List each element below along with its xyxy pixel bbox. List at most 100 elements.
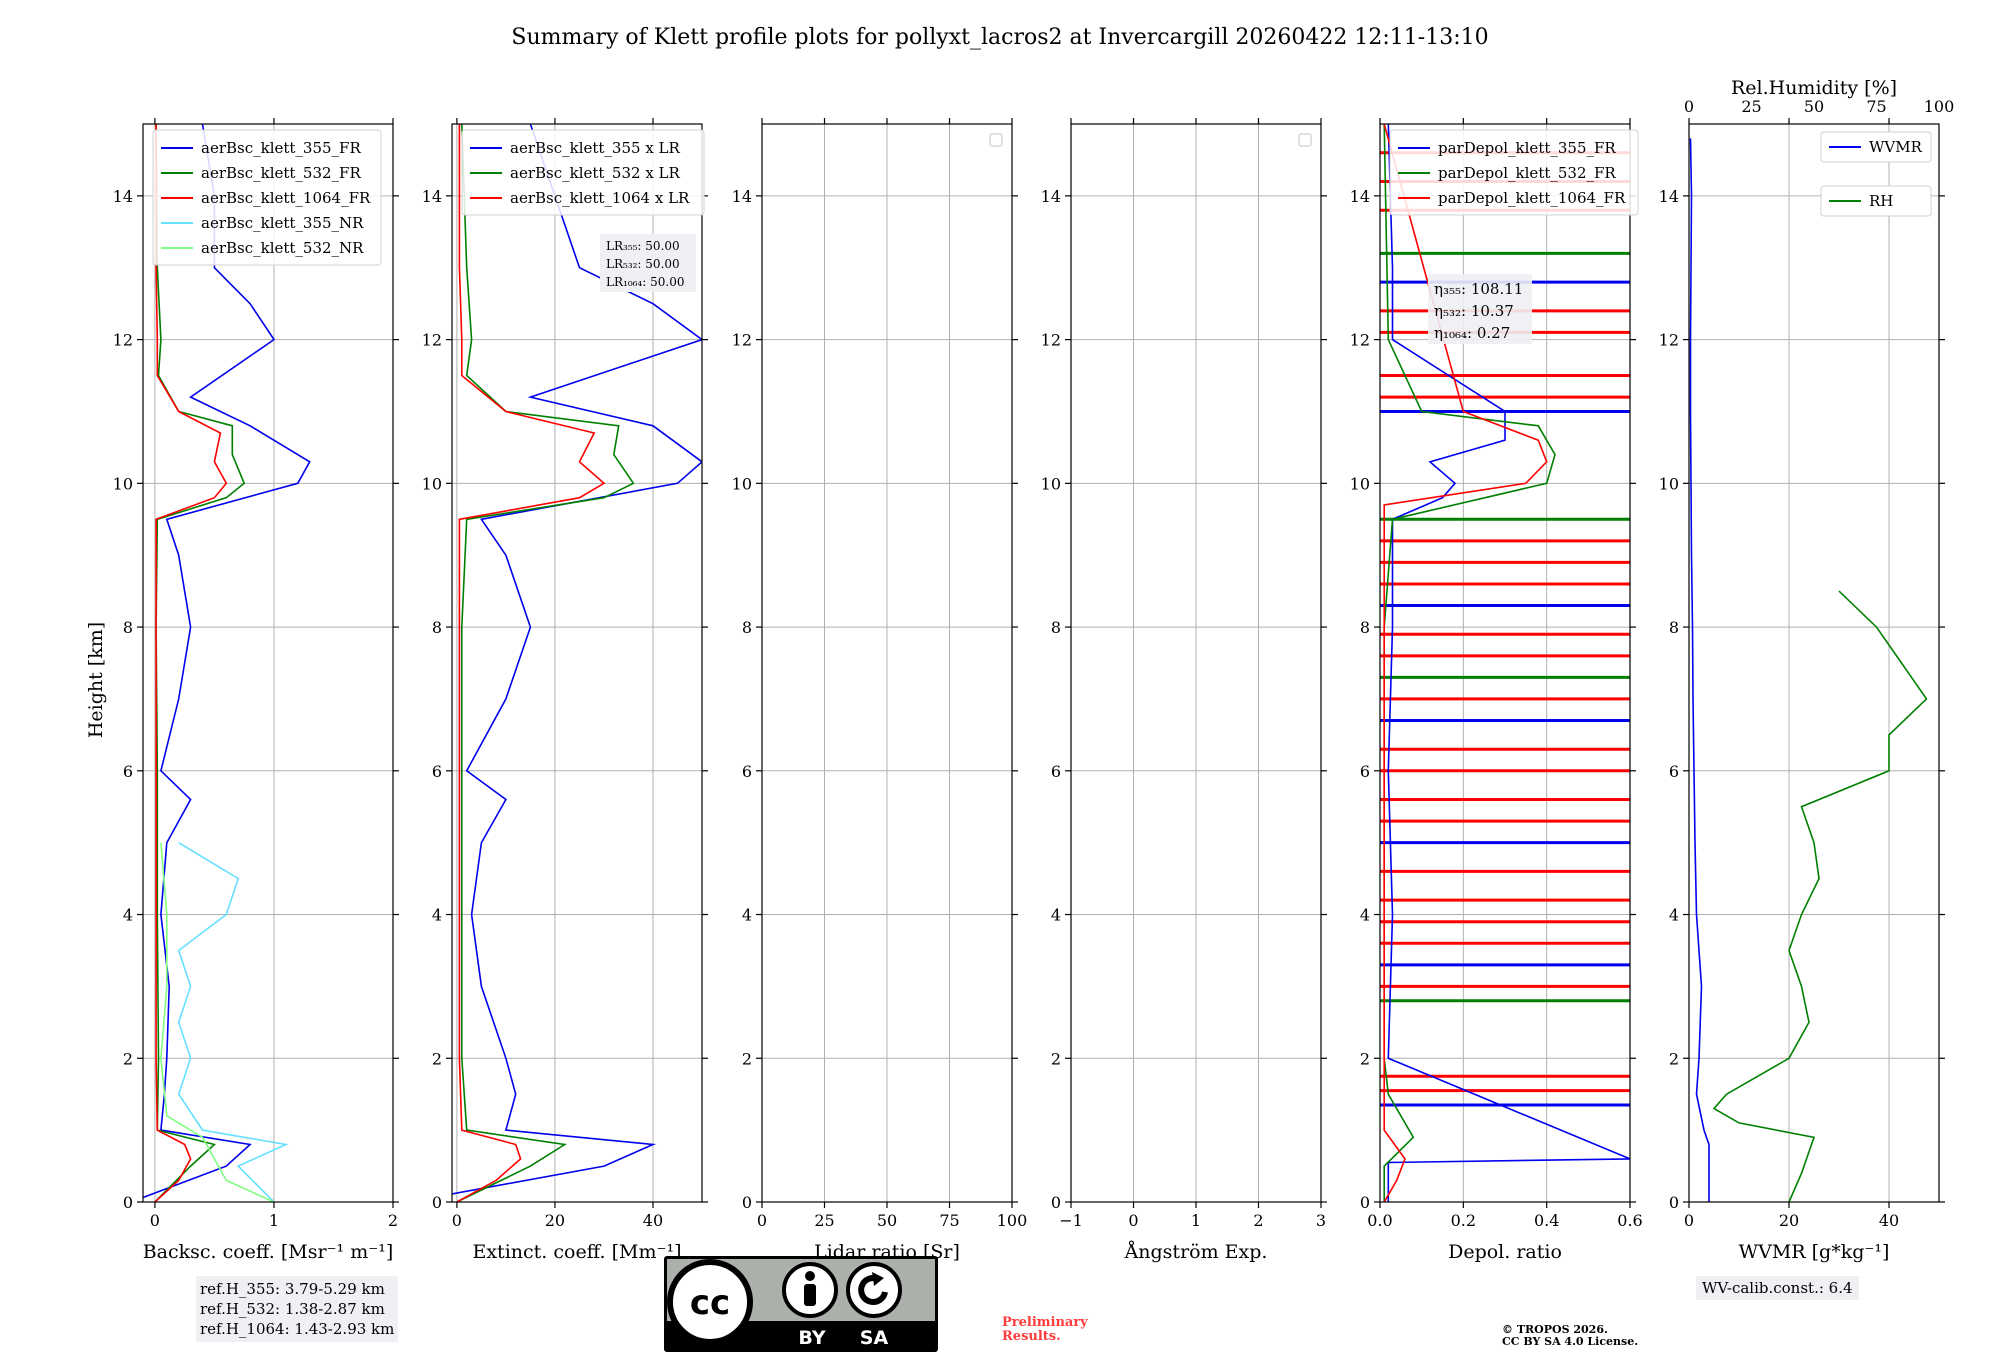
y-tick-label: 0: [432, 1193, 442, 1212]
eta-info-box: [1428, 274, 1532, 344]
legend-label: parDepol_klett_355_FR: [1438, 139, 1616, 157]
cc-logo-text: cc: [690, 1283, 730, 1323]
y-tick-label: 2: [1051, 1049, 1061, 1068]
series-line-aerBsc_klett_355_NR: [177, 842, 289, 1202]
x-axis-label: Ångström Exp.: [1124, 1241, 1268, 1263]
legend-label: RH: [1869, 192, 1893, 210]
x-tick-label: 2: [1253, 1211, 1263, 1230]
y-tick-label: 6: [1360, 762, 1370, 781]
top-tick-label: 50: [1804, 97, 1824, 116]
series-group: [143, 124, 311, 1202]
preliminary-results-note: Preliminary Results.: [1002, 1316, 1088, 1344]
y-tick-label: 12: [422, 331, 442, 350]
x-tick-label: 0: [1684, 1211, 1694, 1230]
legend-label: parDepol_klett_532_FR: [1438, 164, 1616, 182]
series-line-WVMR: [1689, 138, 1710, 1202]
x-tick-label: 0.0: [1367, 1211, 1392, 1230]
top-tick-label: 0: [1684, 97, 1694, 116]
y-tick-label: 2: [432, 1049, 442, 1068]
x-tick-label: 75: [939, 1211, 959, 1230]
x-tick-label: −1: [1059, 1211, 1083, 1230]
y-tick-label: 2: [1360, 1049, 1370, 1068]
x-tick-label: 100: [997, 1211, 1028, 1230]
ref-h-532: ref.H_532: 1.38-2.87 km: [200, 1300, 385, 1318]
y-tick-label: 6: [432, 762, 442, 781]
x-tick-label: 0.6: [1617, 1211, 1642, 1230]
series-line-aerBsc_klett_1064 x LR: [456, 124, 606, 1202]
person-body: [804, 1284, 816, 1306]
y-tick-label: 8: [123, 618, 133, 637]
legend-label: aerBsc_klett_355_FR: [201, 139, 361, 157]
series-line-aerBsc_klett_532_FR: [154, 124, 246, 1202]
badge-sa-label: SA: [860, 1327, 889, 1349]
legend-label: aerBsc_klett_355 x LR: [510, 139, 681, 157]
ref-h-355: ref.H_355: 3.79-5.29 km: [200, 1280, 385, 1298]
y-tick-label: 0: [1669, 1193, 1679, 1212]
axes-frame: [1688, 123, 1940, 1203]
series-group: [1383, 124, 1630, 1202]
badge-by-label: BY: [798, 1327, 825, 1349]
y-tick-label: 12: [1041, 331, 1061, 350]
top-tick-label: 100: [1924, 97, 1955, 116]
series-line-aerBsc_klett_532_NR: [160, 842, 275, 1202]
series-line-aerBsc_klett_1064_FR: [154, 124, 228, 1202]
y-tick-label: 0: [1360, 1193, 1370, 1212]
share-alike-icon: [846, 1262, 902, 1318]
axes-frame: [142, 123, 394, 1203]
y-tick-label: 8: [1360, 618, 1370, 637]
cc-by-sa-license-badge: cc BY SA: [664, 1256, 938, 1352]
top-axis-label: Rel.Humidity [%]: [1731, 77, 1897, 99]
x-axis-label: Backsc. coeff. [Msr⁻¹ m⁻¹]: [143, 1241, 394, 1263]
x-tick-label: 0.4: [1534, 1211, 1559, 1230]
y-tick-label: 4: [1360, 906, 1370, 925]
axes-frame: [1379, 123, 1631, 1203]
x-axis-label: Extinct. coeff. [Mm⁻¹]: [472, 1241, 681, 1263]
y-tick-label: 0: [123, 1193, 133, 1212]
y-tick-label: 6: [1051, 762, 1061, 781]
top-tick-label: 75: [1866, 97, 1886, 116]
eta-info-line: η₁₀₆₄: 0.27: [1434, 324, 1510, 342]
eta-info-line: η₅₃₂: 10.37: [1434, 302, 1514, 320]
legend-box: [461, 129, 705, 216]
series-line-RH: [1712, 590, 1928, 1202]
y-tick-label: 4: [432, 906, 442, 925]
copyright-line-2: CC BY SA 4.0 License.: [1502, 1335, 1639, 1348]
y-tick-label: 12: [1659, 331, 1679, 350]
cc-logo-icon: [667, 1259, 753, 1345]
legend-label: aerBsc_klett_532_NR: [201, 239, 364, 257]
y-tick-label: 8: [432, 618, 442, 637]
x-tick-label: 0: [757, 1211, 767, 1230]
reference-height-box: ref.H_355: 3.79-5.29 km ref.H_532: 1.38-…: [196, 1276, 399, 1342]
series-group: [1689, 138, 1928, 1202]
x-tick-label: 0: [452, 1211, 462, 1230]
empty-legend: [1298, 133, 1312, 147]
axes-frame: [451, 123, 703, 1203]
legend-box: [1389, 129, 1639, 216]
y-tick-label: 14: [113, 187, 133, 206]
y-tick-label: 6: [1669, 762, 1679, 781]
x-tick-label: 2: [388, 1211, 398, 1230]
x-tick-label: 0: [1128, 1211, 1138, 1230]
legend-label: parDepol_klett_1064_FR: [1438, 189, 1626, 207]
y-tick-label: 10: [1350, 474, 1370, 493]
y-axis-label: Height [km]: [85, 622, 107, 738]
x-axis-label: Depol. ratio: [1448, 1241, 1562, 1263]
legend-label: aerBsc_klett_532_FR: [201, 164, 361, 182]
y-tick-label: 12: [1350, 331, 1370, 350]
y-tick-label: 14: [1350, 187, 1370, 206]
legend-box: [152, 129, 382, 266]
legend-box: [1820, 131, 1932, 163]
y-tick-label: 4: [123, 906, 133, 925]
lr-info-line: LR₁₀₆₄: 50.00: [606, 275, 684, 289]
x-tick-label: 1: [1191, 1211, 1201, 1230]
y-tick-label: 10: [732, 474, 752, 493]
y-tick-label: 2: [123, 1049, 133, 1068]
panel-wv: 0 2 4 6 8 10 12 14 0 20 40 WVMR [g*kg⁻¹] 0 25 50 75 100 R…: [1659, 77, 1955, 1263]
x-tick-label: 0.2: [1451, 1211, 1476, 1230]
person-head: [805, 1271, 815, 1281]
y-tick-label: 14: [422, 187, 442, 206]
ref-h-1064: ref.H_1064: 1.43-2.93 km: [200, 1320, 395, 1338]
x-axis-label: WVMR [g*kg⁻¹]: [1739, 1241, 1890, 1263]
